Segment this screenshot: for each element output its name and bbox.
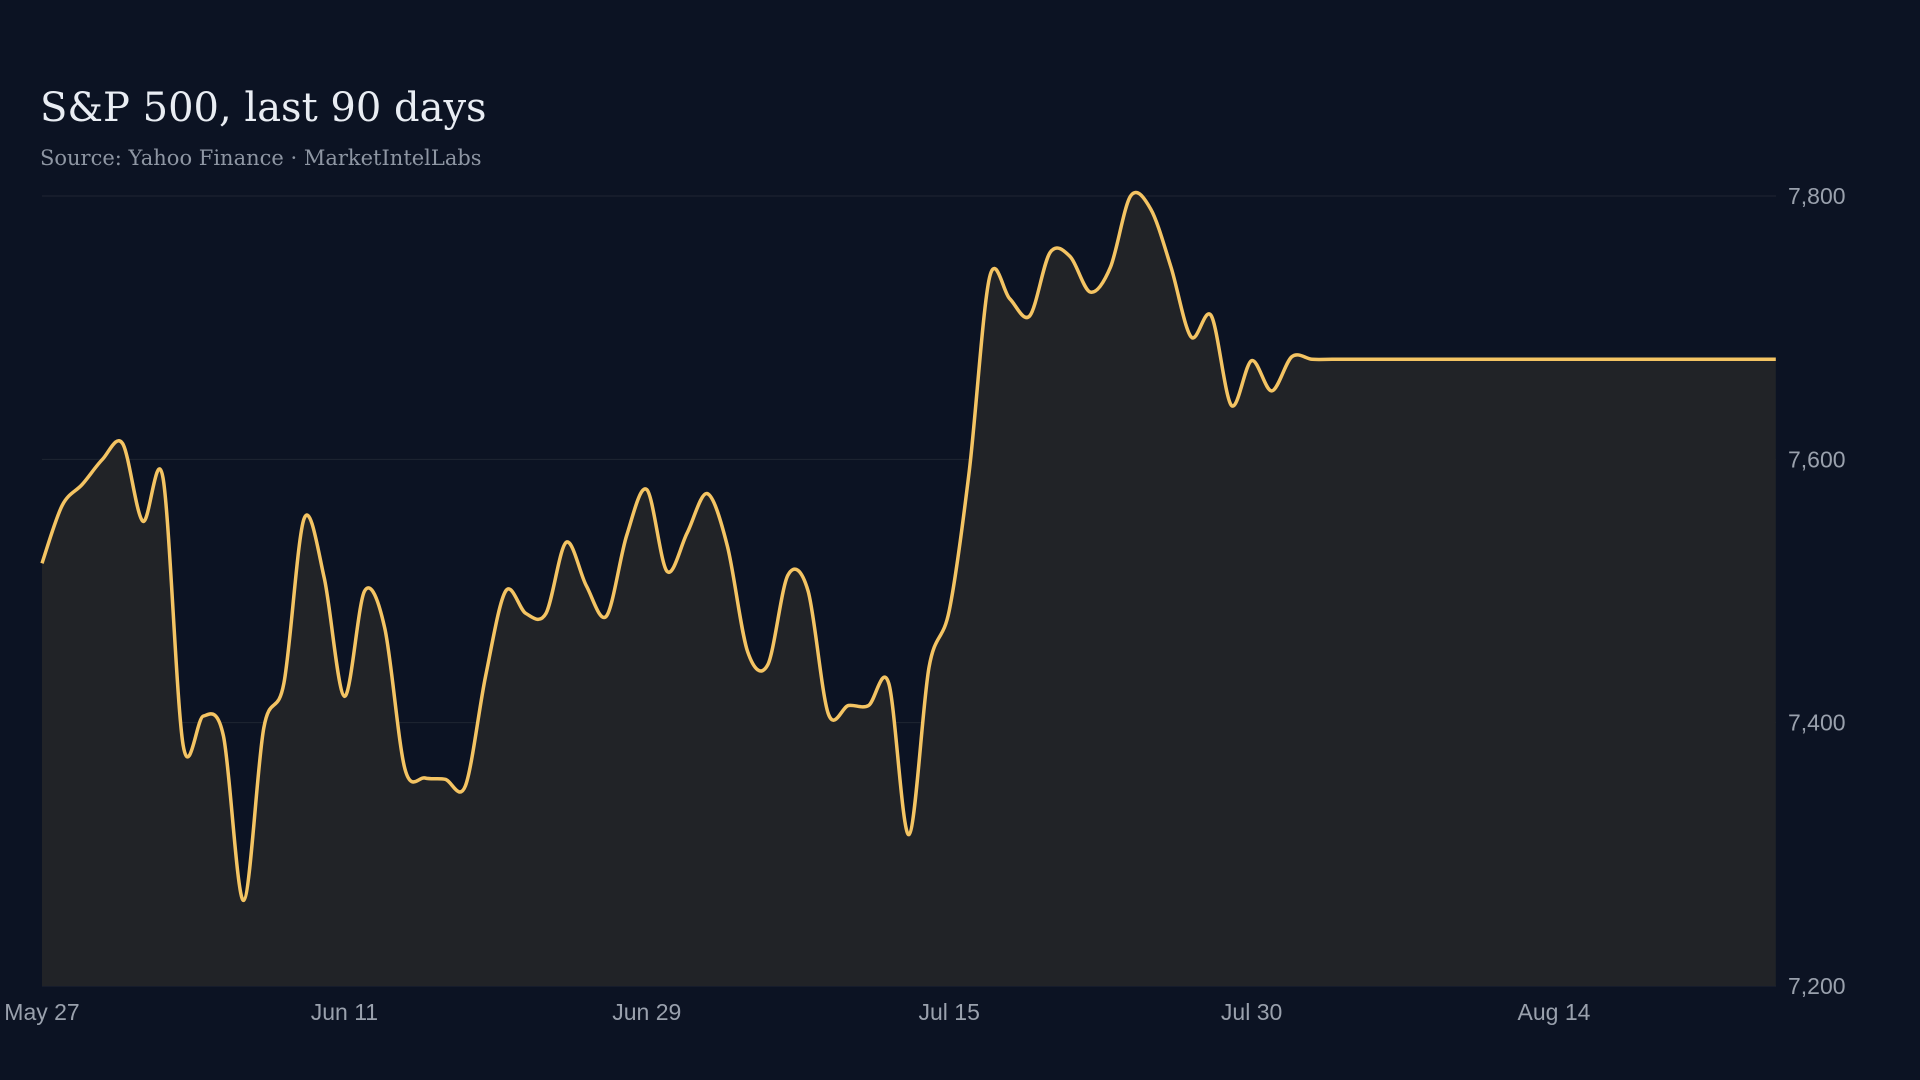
y-tick-label: 7,800 [1788,183,1846,209]
x-tick-label: May 27 [4,999,79,1025]
series-line [40,190,1776,903]
y-tick-label: 7,600 [1788,446,1846,472]
x-tick-label: Jul 30 [1221,999,1282,1025]
chart-subtitle: Source: Yahoo Finance · MarketIntelLabs [40,146,482,170]
y-tick-label: 7,200 [1788,973,1846,999]
x-tick-label: Aug 14 [1518,999,1591,1025]
x-tick-label: Jul 15 [919,999,980,1025]
area-fill [42,192,1776,986]
y-axis-ticks: 7,200 7,400 7,600 7,800 [1788,183,1846,999]
x-axis-ticks: May 27 Jun 11 Jun 29 Jul 15 Jul 30 Aug 14 [4,999,1590,1025]
chart-title: S&P 500, last 90 days [40,85,487,131]
x-tick-label: Jun 11 [311,999,378,1025]
x-tick-label: Jun 29 [612,999,681,1025]
y-tick-label: 7,400 [1788,710,1846,736]
